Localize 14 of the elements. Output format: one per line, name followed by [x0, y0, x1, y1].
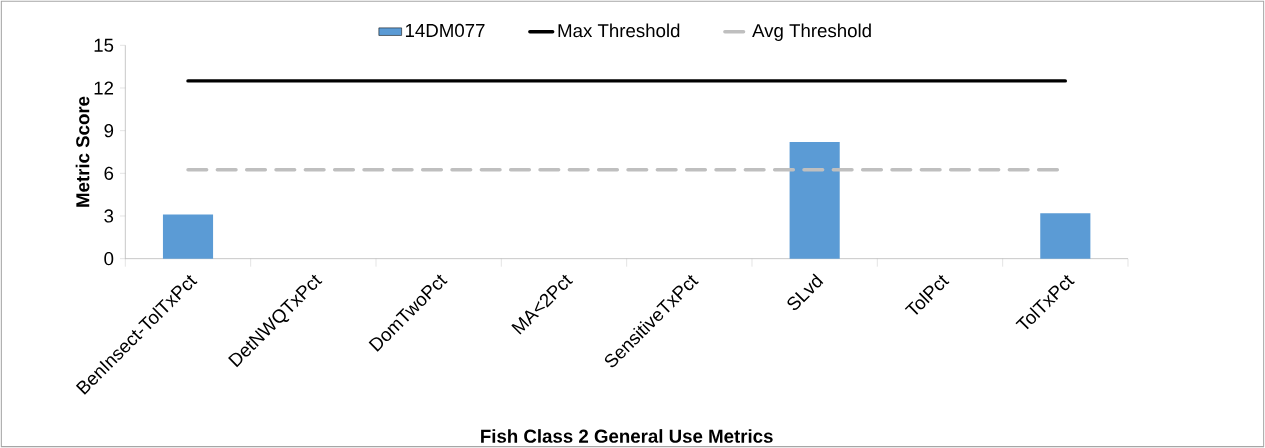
bar: [789, 142, 840, 259]
y-tick-label: 3: [104, 209, 114, 223]
legend-label: Max Threshold: [558, 23, 680, 38]
bar: [1040, 213, 1091, 259]
bar: [162, 214, 214, 259]
y-tick-label: 6: [104, 166, 114, 180]
y-tick-label: 9: [104, 124, 114, 138]
y-tick-label: 12: [94, 81, 114, 95]
legend-label: 14DM077: [405, 23, 485, 38]
y-axis-title: Metric Score: [75, 96, 90, 207]
x-axis-title: Fish Class 2 General Use Metrics: [481, 429, 773, 443]
legend-label: Avg Threshold: [752, 23, 871, 41]
y-tick-label: 0: [104, 252, 114, 266]
y-tick-label: 15: [94, 38, 114, 52]
